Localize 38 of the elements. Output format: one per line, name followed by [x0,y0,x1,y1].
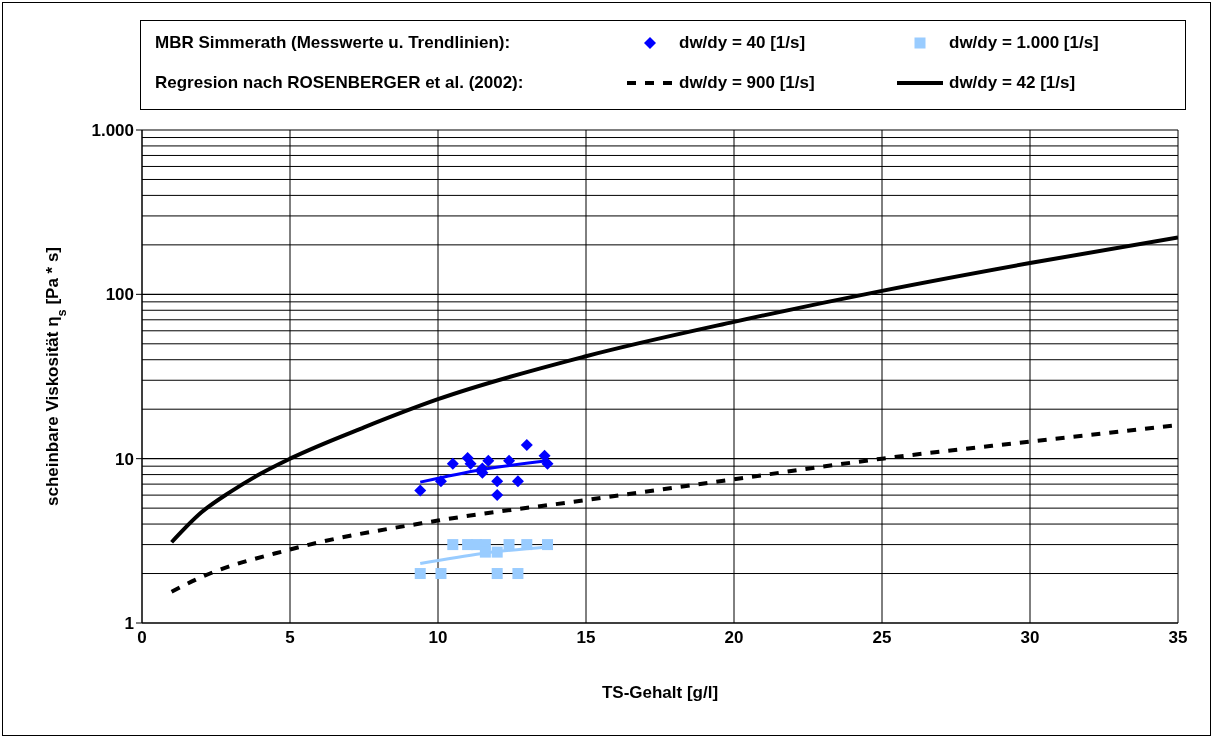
y-tick-label: 100 [105,285,134,305]
point [434,475,447,488]
legend-label: dw/dy = 900 [1/s] [679,73,815,93]
point [520,439,533,452]
text: Regresion nach ROSENBERGER et al. (2002): [155,73,525,93]
point [491,568,503,580]
point [479,546,491,558]
point [414,568,426,580]
x-tick-label: 0 [137,628,147,648]
text: MBR Simmerath (Messwerte u. Trendlinien): [155,33,512,53]
point [482,454,495,467]
legend-label: dw/dy = 40 [1/s] [679,33,806,53]
legend-label: dw/dy = 1.000 [1/s] [949,33,1099,53]
y-tick-label: 1.000 [91,121,134,141]
x-tick-label: 5 [285,628,295,648]
point [414,484,427,497]
point [491,475,504,488]
x-tick-label: 15 [576,628,596,648]
x-tick-label: 25 [872,628,892,648]
x-tick-label: 35 [1168,628,1188,648]
point [503,539,515,551]
point [512,568,524,580]
point [491,546,503,558]
legend-label: dw/dy = 42 [1/s] [949,73,1076,93]
y-tick-label: 10 [115,449,134,469]
x-tick-label: 20 [724,628,744,648]
point [491,489,504,502]
point [541,457,554,470]
x-tick-label: 30 [1020,628,1040,648]
point [447,539,459,551]
y-tick-label: 1 [124,614,134,634]
point [446,457,459,470]
point [521,539,533,551]
x-tick-label: 10 [428,628,448,648]
point [435,568,447,580]
x-axis-title: TS-Gehalt [g/l] [601,683,719,702]
point [511,475,524,488]
point [542,539,554,551]
